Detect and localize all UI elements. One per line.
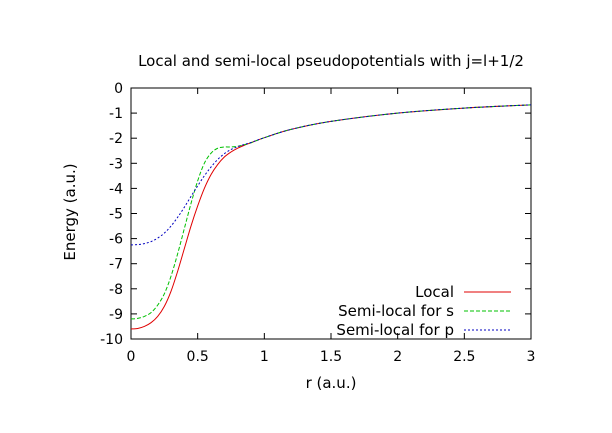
x-tick-label: 2 — [393, 349, 402, 365]
y-tick-label: -9 — [109, 307, 123, 323]
x-tick-label: 1 — [260, 349, 269, 365]
series-line-1 — [130, 104, 532, 330]
y-tick-label: -7 — [109, 257, 123, 273]
y-tick-label: 0 — [114, 81, 123, 97]
series-line-2 — [130, 104, 532, 320]
y-tick-label: -2 — [109, 131, 123, 147]
x-axis-label: r (a.u.) — [306, 374, 357, 392]
legend-label: Local — [415, 283, 454, 301]
y-axis-label: Energy (a.u.) — [61, 163, 79, 260]
legend-label: Semi-local for p — [336, 321, 454, 339]
ticks-layer: 0 0.5 1 1.5 2 2.5 3 0 -1 -2 -3 -4 -5 -6 -7 -8 -9 -10 — [100, 81, 535, 365]
series-line-3 — [130, 104, 532, 246]
y-tick-label: -4 — [109, 181, 123, 197]
chart-title: Local and semi-local pseudopotentials wi… — [138, 52, 524, 70]
x-tick-label: 1.5 — [320, 349, 342, 365]
legend-label: Semi-local for s — [338, 302, 454, 320]
x-tick-label: 2.5 — [453, 349, 475, 365]
y-tick-label: -3 — [109, 156, 123, 172]
x-tick-label: 0.5 — [187, 349, 209, 365]
y-tick-label: -6 — [109, 232, 123, 248]
y-tick-label: -8 — [109, 282, 123, 298]
y-tick-label: -10 — [100, 332, 123, 348]
plot-frame — [130, 87, 532, 340]
y-tick-label: -1 — [109, 106, 123, 122]
series-layer — [130, 104, 532, 330]
y-tick-label: -5 — [109, 207, 123, 223]
x-tick-label: 0 — [127, 349, 136, 365]
x-tick-label: 3 — [527, 349, 536, 365]
